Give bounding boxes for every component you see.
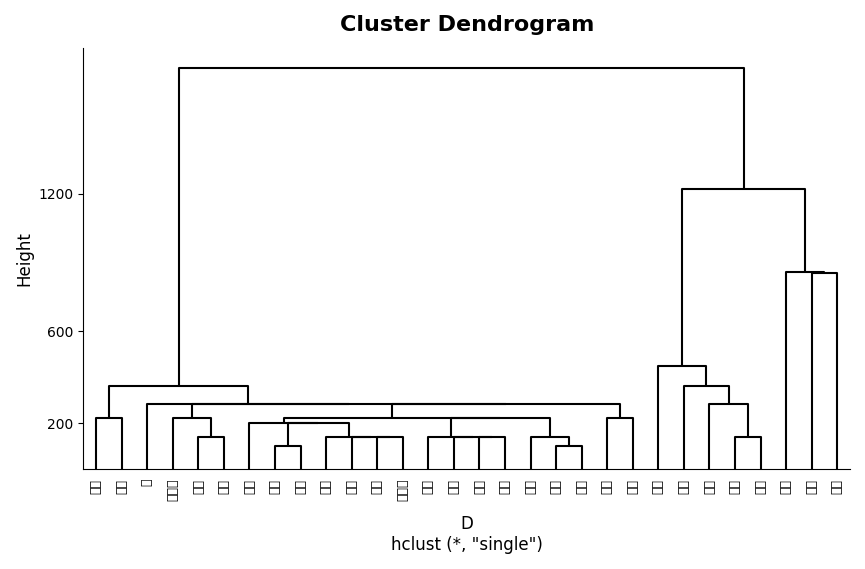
X-axis label: D
hclust (*, "single"): D hclust (*, "single") xyxy=(391,515,542,554)
Title: Cluster Dendrogram: Cluster Dendrogram xyxy=(340,15,594,35)
Y-axis label: Height: Height xyxy=(15,231,33,286)
